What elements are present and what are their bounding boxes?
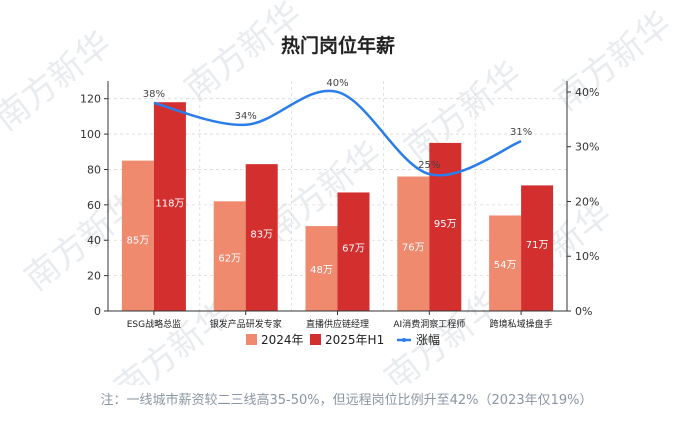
bars-layer xyxy=(121,102,554,311)
bar-2025h1 xyxy=(521,185,554,311)
bar-value-label: 118万 xyxy=(155,199,184,210)
bar-2025h1 xyxy=(245,164,278,311)
bar-2025h1 xyxy=(153,102,186,311)
legend: 2024年 2025年H1 涨幅 xyxy=(246,332,440,347)
legend-2024-label: 2024年 xyxy=(261,333,304,347)
y2-tick-label: 0% xyxy=(575,305,592,318)
growth-line-layer: 38% 34% 40% 25% 31% xyxy=(143,78,532,177)
y-tick-label: 40 xyxy=(87,234,101,247)
growth-value-label: 40% xyxy=(326,78,348,89)
bar-value-label: 67万 xyxy=(342,244,365,255)
bar-value-label: 76万 xyxy=(402,242,425,253)
footnote: 注：一线城市薪资较二三线高35-50%，但远程岗位比例升至42%（2023年仅1… xyxy=(100,393,593,408)
bar-value-label: 85万 xyxy=(127,235,150,246)
bar-value-label: 71万 xyxy=(526,240,549,251)
bar-value-label: 83万 xyxy=(250,230,273,241)
bar-2025h1 xyxy=(429,142,462,311)
bar-value-label: 48万 xyxy=(310,265,333,276)
growth-value-label: 31% xyxy=(510,127,532,138)
legend-growth-label: 涨幅 xyxy=(416,332,440,347)
bar-value-label: 95万 xyxy=(434,219,457,230)
legend-2024-swatch xyxy=(246,334,257,345)
category-label: 银发产品研发专家 xyxy=(210,318,282,330)
bar-value-label: 54万 xyxy=(494,260,517,271)
y2-tick-label: 20% xyxy=(575,195,599,208)
category-label: AI消费洞察工程师 xyxy=(393,318,465,330)
bar-2024 xyxy=(213,201,246,311)
category-label: ESG战略总监 xyxy=(127,318,181,330)
bar-value-label: 62万 xyxy=(218,254,241,265)
axes-layer: ESG战略总监 银发产品研发专家 直播供应链经理 AI消费洞察工程师 跨境私域操盘手 0 2… xyxy=(80,81,599,330)
bar-2024 xyxy=(397,176,430,311)
y-tick-label: 100 xyxy=(80,128,101,141)
bar-2024 xyxy=(489,215,522,311)
bar-2024 xyxy=(305,226,338,311)
growth-value-label: 34% xyxy=(235,111,257,122)
y-tick-label: 20 xyxy=(87,270,101,283)
y2-tick-label: 40% xyxy=(575,86,599,99)
category-label: 直播供应链经理 xyxy=(306,318,369,330)
watermark-text: 南方新华 xyxy=(397,54,529,169)
y-tick-label: 120 xyxy=(80,93,101,106)
watermark-text: 南方新华 xyxy=(0,24,119,139)
legend-growth-marker xyxy=(402,338,406,342)
y-tick-label: 60 xyxy=(87,199,101,212)
y2-tick-label: 10% xyxy=(575,250,599,263)
category-label: 跨境私域操盘手 xyxy=(490,318,553,330)
growth-value-label: 25% xyxy=(418,160,440,171)
bar-labels-layer: 85万 118万 62万 83万 48万 67万 76万 95万 54万 71万 xyxy=(127,199,549,276)
y2-tick-label: 30% xyxy=(575,141,599,154)
growth-line xyxy=(153,89,522,177)
y-tick-label: 0 xyxy=(94,305,101,318)
y-tick-label: 80 xyxy=(87,163,101,176)
legend-2025h1-swatch xyxy=(310,334,321,345)
legend-2025h1-label: 2025年H1 xyxy=(325,333,384,347)
growth-value-label: 38% xyxy=(143,89,165,100)
bar-2025h1 xyxy=(337,192,370,311)
bar-2024 xyxy=(121,160,154,311)
chart-title: 热门岗位年薪 xyxy=(281,34,395,57)
